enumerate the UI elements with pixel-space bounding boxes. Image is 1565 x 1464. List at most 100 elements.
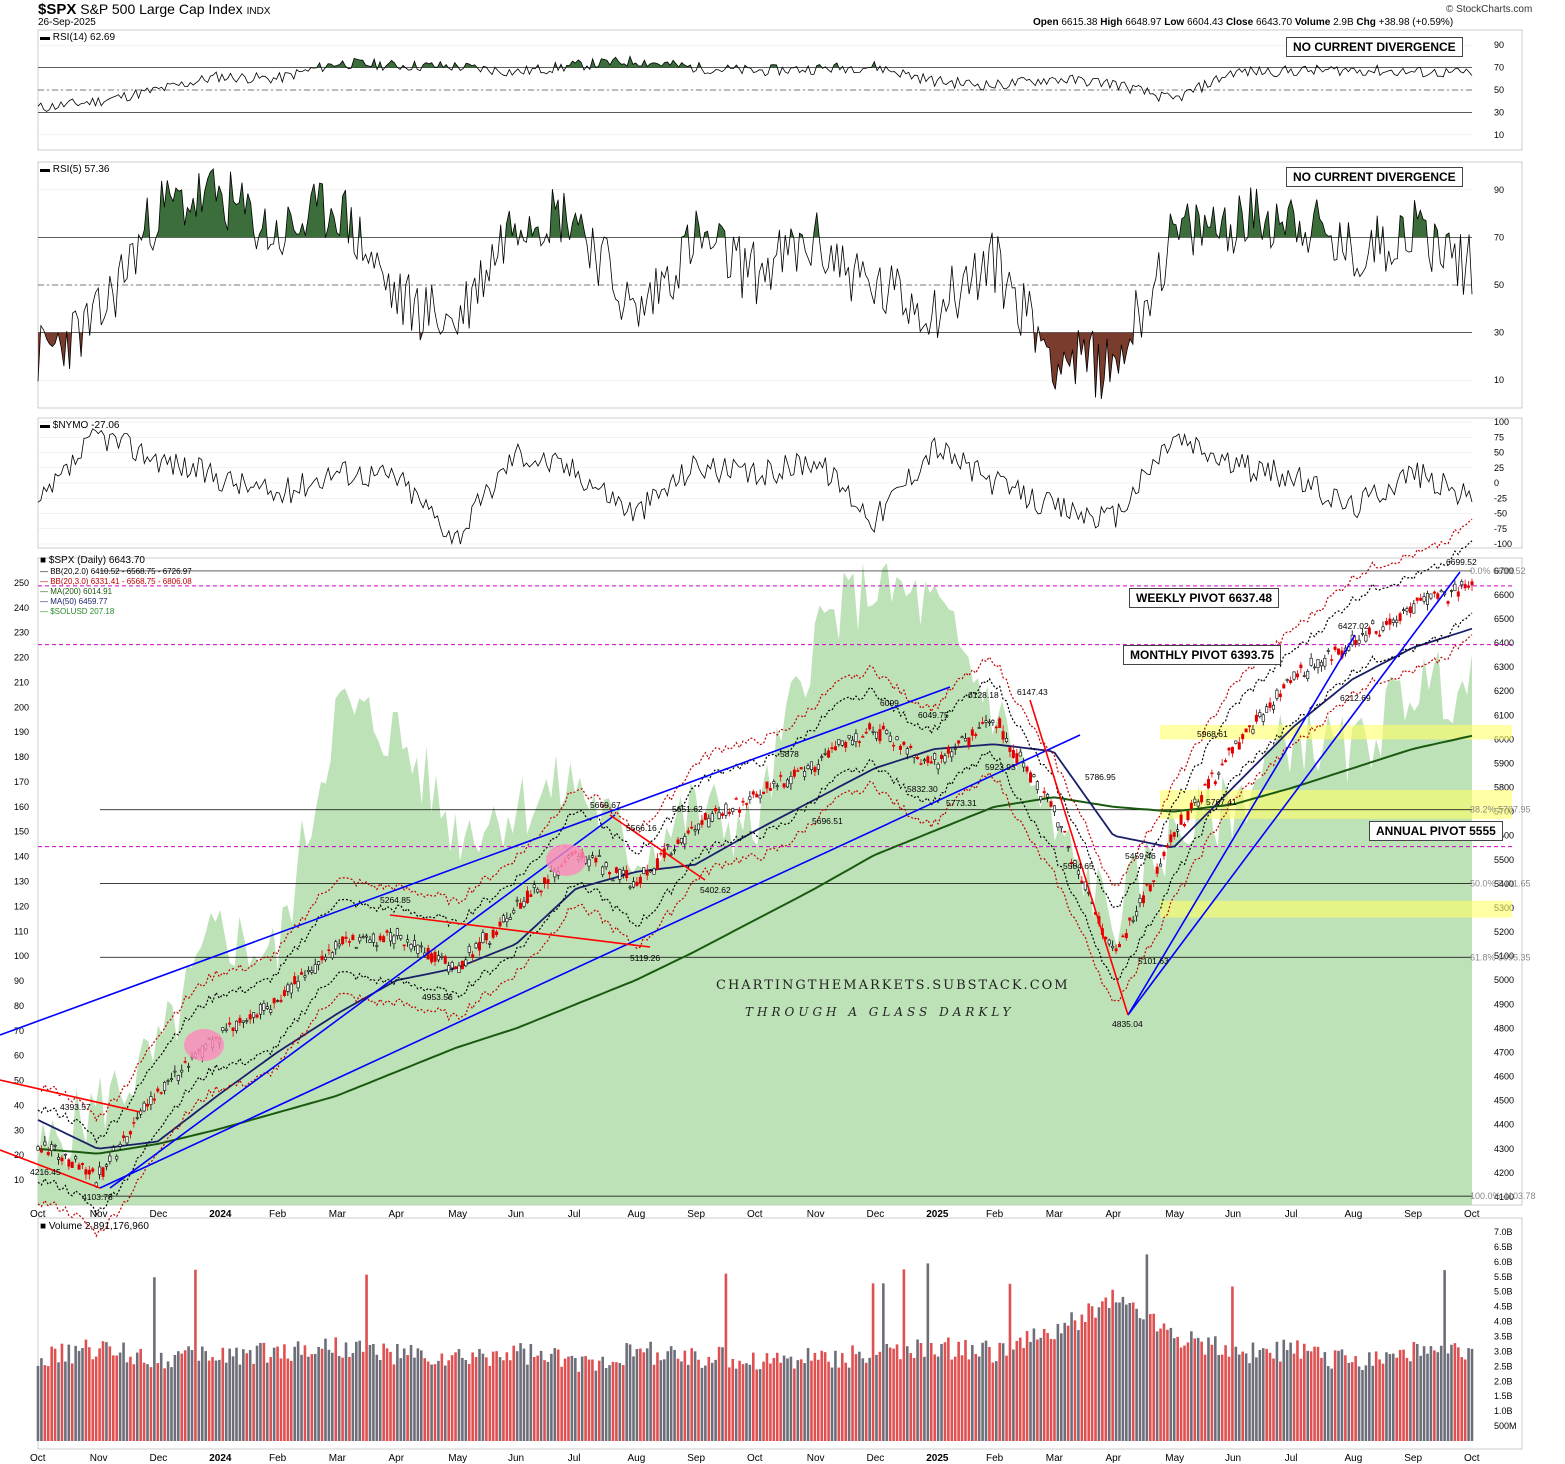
price-legend-item-2: — MA(200) 6014.91 [40, 587, 113, 596]
volume-bar [60, 1343, 64, 1441]
volume-bar [211, 1357, 214, 1441]
volume-bar [118, 1352, 122, 1441]
volume-bar [259, 1342, 262, 1441]
price-annotation-12: 6099 [880, 698, 899, 708]
candle-body [936, 763, 940, 770]
candle-body [481, 932, 485, 943]
volume-bar [707, 1356, 711, 1441]
volume-bar [159, 1352, 163, 1441]
volume-bar [789, 1356, 793, 1441]
candle-body [1203, 784, 1207, 786]
candle-body [152, 1098, 156, 1101]
candle-body [317, 961, 321, 965]
candle-body [508, 917, 512, 920]
candle-body [707, 817, 711, 828]
volume-bar [669, 1346, 673, 1441]
x-label-price-Nov: Nov [807, 1209, 825, 1220]
candle-body [597, 855, 601, 857]
x-label-price-Dec: Dec [867, 1209, 885, 1220]
volume-legend: ■ Volume 2,891,176,960 [40, 1221, 149, 1232]
price-left-tick-50: 50 [14, 1076, 24, 1086]
candle-body [484, 933, 488, 941]
candle-body [1330, 659, 1334, 661]
volume-bar [351, 1353, 355, 1441]
candle-body [91, 1168, 95, 1172]
volume-bar [878, 1351, 882, 1441]
low-label: Low [1164, 17, 1185, 28]
bb2-upper [37, 540, 1473, 1144]
volume-bar [550, 1353, 553, 1441]
price-right-tick-6200: 6200 [1494, 686, 1514, 696]
volume-bar [389, 1351, 392, 1441]
volume-bar [666, 1351, 670, 1441]
volume-bar [111, 1355, 115, 1441]
candle-body [436, 955, 440, 961]
volume-bar [327, 1349, 331, 1441]
price-annotation-13: 6049.75 [918, 710, 949, 720]
candle-body [361, 936, 365, 938]
volume-bar [272, 1347, 276, 1441]
price-left-tick-150: 150 [14, 827, 29, 837]
candle-body [1299, 664, 1303, 669]
candle-body [1128, 917, 1132, 921]
candle-body [522, 900, 526, 907]
volume-bar [170, 1367, 173, 1441]
bb3-upper [37, 518, 1473, 1123]
candle-body [929, 761, 933, 764]
volume-bar [1022, 1347, 1025, 1441]
trendline-6 [1029, 699, 1129, 1016]
volume-bar [1429, 1346, 1433, 1441]
fib-label-0: 0.0% 6699.52 [1470, 566, 1526, 576]
volume-bar [686, 1364, 690, 1441]
volume-bar [1090, 1306, 1094, 1441]
volume-bar [604, 1368, 608, 1441]
volume-bar [276, 1346, 279, 1441]
volume-bar [539, 1350, 543, 1441]
x-label-price-Jul: Jul [568, 1209, 581, 1220]
price-left-tick-40: 40 [14, 1100, 24, 1110]
volume-bar [283, 1344, 286, 1441]
price-left-tick-110: 110 [14, 926, 28, 936]
x-label-price-Sep: Sep [1404, 1209, 1422, 1220]
volume-bar [960, 1355, 964, 1441]
volume-tick-7.0B: 7.0B [1494, 1227, 1513, 1237]
x-label-price-Dec: Dec [150, 1209, 168, 1220]
candle-body [1453, 583, 1457, 592]
candle-body [649, 870, 653, 873]
volume-bar [457, 1349, 461, 1441]
candle-body [1162, 851, 1166, 857]
candle-body [874, 731, 878, 739]
volume-bar [1118, 1302, 1121, 1441]
volume-bar [1409, 1361, 1412, 1441]
candle-body [1426, 593, 1430, 605]
price-annotation-14: 5832.30 [907, 784, 938, 794]
candle-body [1080, 880, 1084, 883]
rsi5-tick-10: 10 [1494, 375, 1504, 385]
volume-bar [1265, 1348, 1268, 1441]
candle-body [892, 744, 896, 747]
volume-bar [522, 1348, 526, 1441]
volume-bar [77, 1350, 81, 1441]
volume-bar [680, 1361, 683, 1441]
candle-body [823, 752, 827, 755]
volume-bar [1166, 1329, 1169, 1441]
candle-body [977, 727, 981, 729]
volume-tick-5.0B: 5.0B [1494, 1287, 1513, 1297]
volume-bar [663, 1359, 666, 1441]
price-right-tick-5100: 5100 [1494, 951, 1514, 961]
rsi14-line [37, 55, 1473, 112]
candle-body [1412, 603, 1416, 614]
volume-bar [173, 1354, 177, 1441]
volume-bar [628, 1344, 632, 1441]
price-left-tick-140: 140 [14, 852, 29, 862]
candle-body [1309, 657, 1313, 666]
candle-body [1360, 632, 1364, 635]
volume-bar [423, 1358, 427, 1441]
ma50-line [37, 627, 1473, 1150]
volume-bar [1056, 1323, 1060, 1441]
candle-body [180, 1069, 184, 1073]
volume-bar [1426, 1353, 1429, 1441]
candle-body [994, 726, 998, 729]
candle-body [1261, 714, 1265, 722]
volume-bar [1121, 1296, 1125, 1441]
